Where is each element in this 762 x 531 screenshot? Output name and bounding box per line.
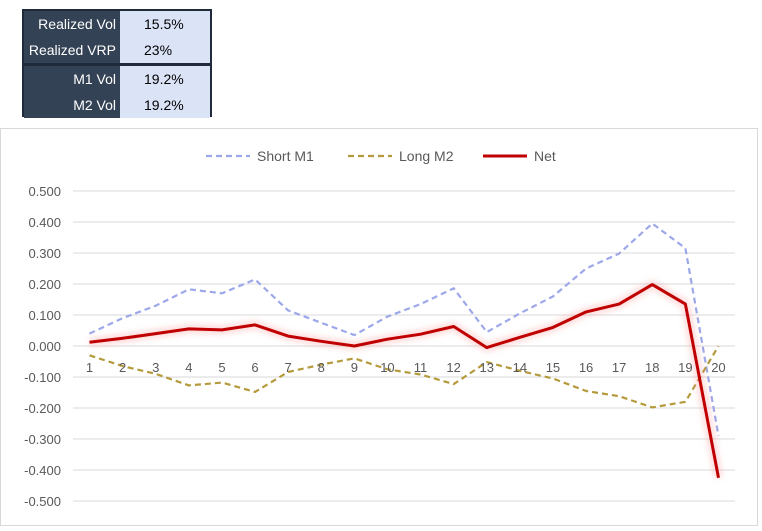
stats-row: Realized Vol 15.5%	[24, 11, 210, 37]
x-tick-label: 2	[119, 360, 126, 375]
x-axis: 1 2 3 4 5 6 7 8 9 10 11 12 13 14 15 16 17 18 19 20	[86, 360, 726, 375]
series-line	[89, 222, 720, 437]
y-tick-label: -0.300	[24, 432, 61, 447]
x-tick-label: 14	[513, 360, 527, 375]
x-tick-label: 15	[546, 360, 560, 375]
stats-label: Realized VRP	[24, 37, 120, 65]
stats-row: Realized VRP 23%	[24, 37, 210, 65]
series-line	[89, 283, 720, 479]
legend-label: Short M1	[257, 148, 314, 164]
x-tick-label: 3	[152, 360, 159, 375]
x-tick-label: 4	[185, 360, 192, 375]
stats-value: 23%	[120, 37, 210, 65]
stats-value: 15.5%	[120, 11, 210, 37]
y-axis: 0.500 0.400 0.300 0.200 0.100 0.000 -0.100 -0.2…	[24, 184, 61, 509]
series-glow	[88, 280, 723, 479]
legend-label: Net	[534, 148, 556, 164]
x-tick-label: 18	[645, 360, 659, 375]
x-tick-label: 12	[446, 360, 460, 375]
stats-value: 19.2%	[120, 63, 210, 92]
x-tick-label: 19	[678, 360, 692, 375]
stats-label: Realized Vol	[24, 11, 120, 37]
legend-label: Long M2	[399, 148, 454, 164]
x-tick-label: 20	[711, 360, 725, 375]
x-tick-label: 5	[218, 360, 225, 375]
line-chart: 0.500 0.400 0.300 0.200 0.100 0.000 -0.100 -0.2…	[24, 148, 735, 509]
y-tick-label: 0.200	[28, 277, 61, 292]
stats-row: M1 Vol 19.2%	[24, 63, 210, 92]
y-tick-label: 0.400	[28, 215, 61, 230]
x-tick-label: 7	[285, 360, 292, 375]
x-tick-label: 1	[86, 360, 93, 375]
x-tick-label: 11	[414, 360, 428, 375]
stats-table: Realized Vol 15.5% Realized VRP 23% M1 V…	[22, 9, 212, 118]
x-tick-label: 16	[579, 360, 593, 375]
stats-value: 19.2%	[120, 92, 210, 118]
chart-area: 0.500 0.400 0.300 0.200 0.100 0.000 -0.100 -0.2…	[0, 128, 758, 526]
y-tick-label: -0.500	[24, 494, 61, 509]
grid	[73, 190, 735, 502]
stats-row: M2 Vol 19.2%	[24, 92, 210, 118]
legend: Short M1 Long M2 Net	[206, 148, 556, 164]
y-tick-label: 0.000	[28, 339, 61, 354]
x-tick-label: 8	[318, 360, 325, 375]
x-tick-label: 13	[480, 360, 494, 375]
x-tick-label: 9	[351, 360, 358, 375]
x-tick-label: 10	[380, 360, 394, 375]
y-tick-label: -0.200	[24, 401, 61, 416]
y-tick-label: -0.400	[24, 463, 61, 478]
y-tick-label: -0.100	[24, 370, 61, 385]
series-line	[89, 345, 720, 409]
x-tick-label: 17	[612, 360, 626, 375]
y-tick-label: 0.500	[28, 184, 61, 199]
series-lines	[88, 222, 723, 479]
stats-label: M1 Vol	[24, 63, 120, 92]
x-tick-label: 6	[251, 360, 258, 375]
y-tick-label: 0.100	[28, 308, 61, 323]
y-tick-label: 0.300	[28, 246, 61, 261]
stats-label: M2 Vol	[24, 92, 120, 118]
